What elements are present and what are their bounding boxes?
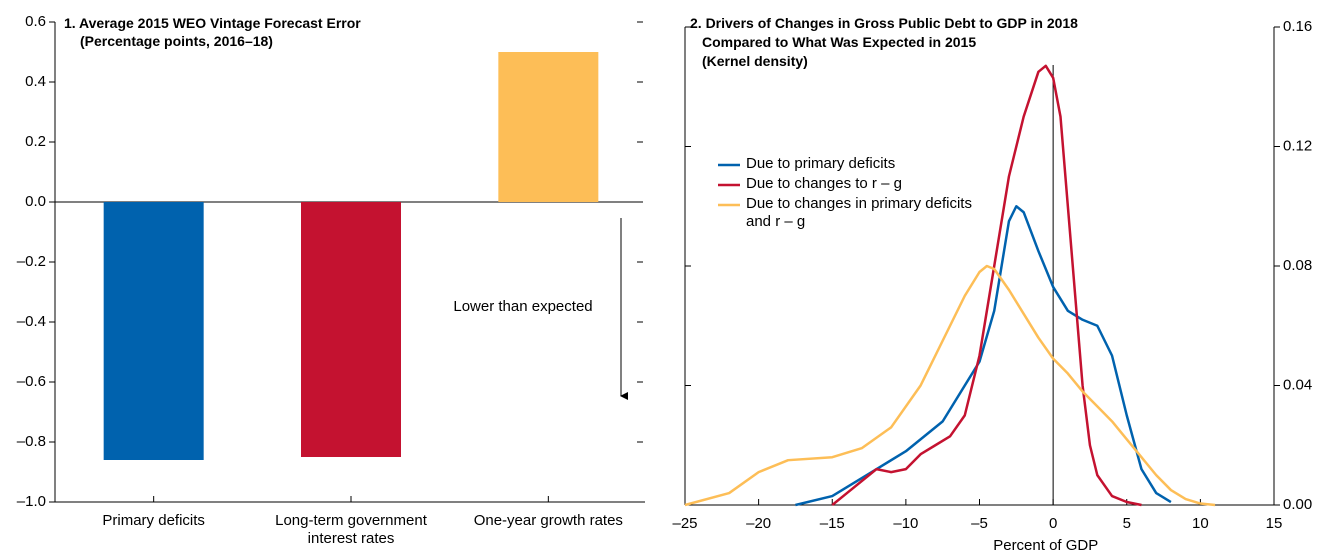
y-tick-label: 0.0 (25, 193, 46, 210)
bar (498, 52, 599, 202)
x-tick-label: –15 (820, 515, 845, 532)
y2-tick-label: 0.08 (1283, 257, 1312, 274)
y-tick-label: 0.2 (25, 133, 46, 150)
x-tick-label: –10 (893, 515, 918, 532)
x-tick-label: One-year growth rates (473, 512, 623, 529)
y-tick-label: –0.8 (17, 433, 46, 450)
chart-title: Compared to What Was Expected in 2015 (702, 34, 977, 50)
x-axis-label: Percent of GDP (993, 537, 1099, 554)
y-tick-label: 0.6 (25, 13, 46, 30)
line-series (831, 64, 1142, 507)
legend-label: Due to changes to r – g (746, 175, 902, 192)
line-series (795, 205, 1172, 507)
annotation: Lower than expected (453, 298, 592, 315)
bar (301, 202, 401, 457)
chart-title: (Kernel density) (702, 53, 808, 69)
x-tick-label: 5 (1123, 515, 1131, 532)
legend-label: Due to changes in primary deficits and r… (746, 195, 972, 230)
y2-tick-label: 0.16 (1283, 18, 1312, 35)
y-tick-label: –0.2 (17, 253, 46, 270)
chart-subtitle: (Percentage points, 2016–18) (80, 33, 273, 49)
x-tick-label: 10 (1192, 515, 1209, 532)
y-tick-label: –0.4 (17, 313, 46, 330)
line-series (684, 264, 1216, 507)
x-tick-label: –25 (672, 515, 697, 532)
x-tick-label: Primary deficits (102, 512, 205, 529)
chart-title: 2. Drivers of Changes in Gross Public De… (690, 15, 1078, 31)
x-tick-label: Long-term government interest rates (275, 512, 427, 547)
x-tick-label: 15 (1266, 515, 1283, 532)
bar (103, 202, 204, 460)
y2-tick-label: 0.04 (1283, 376, 1312, 393)
y-tick-label: –1.0 (17, 493, 46, 510)
x-tick-label: –20 (746, 515, 771, 532)
x-tick-label: 0 (1049, 515, 1057, 532)
y2-tick-label: 0.12 (1283, 137, 1312, 154)
y-tick-label: –0.6 (17, 373, 46, 390)
y-tick-label: 0.4 (25, 73, 46, 90)
y2-tick-label: 0.00 (1283, 496, 1312, 513)
legend-label: Due to primary deficits (746, 155, 896, 172)
x-tick-label: –5 (971, 515, 988, 532)
chart-title: 1. Average 2015 WEO Vintage Forecast Err… (64, 15, 361, 31)
